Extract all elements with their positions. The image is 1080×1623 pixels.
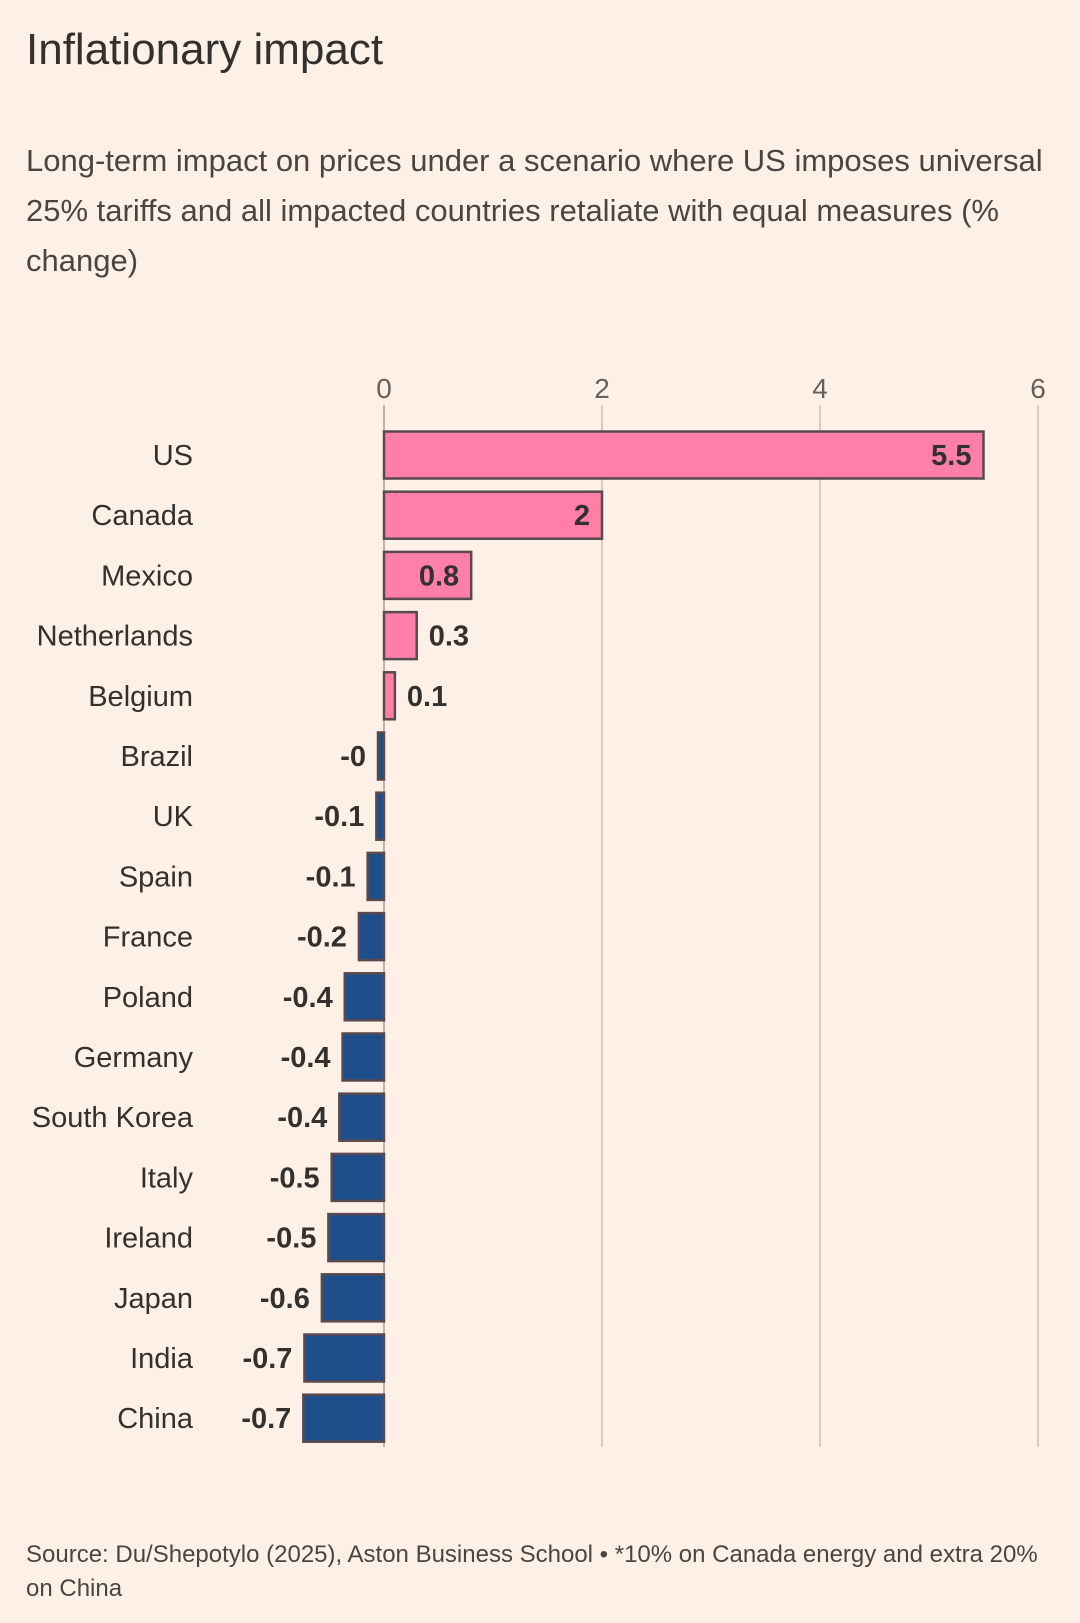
bar	[357, 911, 386, 962]
data-label: 0.8	[419, 560, 459, 592]
category-label: UK	[153, 801, 194, 833]
data-label: -0.1	[306, 861, 356, 893]
x-tick-label: 6	[1030, 373, 1046, 404]
chart-title: Inflationary impact	[26, 25, 384, 74]
data-label: -0.4	[277, 1102, 327, 1134]
category-label: Italy	[140, 1162, 194, 1194]
category-label: Ireland	[104, 1223, 193, 1255]
bar	[330, 1152, 386, 1203]
data-label: 0.1	[407, 681, 447, 713]
bar	[366, 851, 386, 902]
category-label: US	[153, 440, 193, 472]
chart-subtitle: Long-term impact on prices under a scena…	[26, 143, 1043, 278]
data-label: -0.5	[266, 1223, 316, 1255]
category-label: Poland	[103, 982, 193, 1014]
bar	[382, 550, 473, 601]
category-label: Canada	[91, 500, 193, 532]
category-label: Brazil	[120, 741, 193, 773]
x-tick-label: 4	[812, 373, 828, 404]
bar-chart: 0 2 4 6 US 5.5 Canada 2 Mexico 0.8 Netherlands 0.3 B…	[32, 373, 1046, 1447]
category-label: Belgium	[88, 681, 193, 713]
category-label: South Korea	[32, 1102, 194, 1134]
bar	[320, 1273, 386, 1323]
data-label: -0.1	[314, 801, 364, 833]
bar	[382, 610, 418, 661]
data-label: 2	[574, 500, 590, 532]
data-label: -0.4	[281, 1042, 331, 1074]
data-label: 0.3	[429, 621, 469, 653]
category-label: Netherlands	[37, 621, 193, 653]
category-label: India	[130, 1343, 194, 1375]
bar	[382, 430, 985, 480]
bar	[382, 490, 604, 540]
bar	[338, 1092, 386, 1142]
category-label: China	[117, 1403, 194, 1435]
data-label: -0.7	[242, 1343, 292, 1375]
bar	[376, 731, 386, 781]
bar	[341, 1032, 386, 1082]
source-note: Source: Du/Shepotylo (2025), Aston Busin…	[26, 1541, 1038, 1602]
x-tick-label: 2	[594, 373, 610, 404]
bar	[343, 972, 386, 1022]
data-label: -0	[340, 741, 366, 773]
category-label: Japan	[114, 1283, 193, 1315]
category-label: Spain	[119, 861, 193, 893]
data-label: -0.5	[270, 1162, 320, 1194]
data-label: -0.6	[260, 1283, 310, 1315]
data-label: 5.5	[931, 440, 971, 472]
data-label: -0.4	[283, 982, 333, 1014]
data-label: -0.2	[297, 922, 347, 954]
bar	[327, 1212, 386, 1263]
bar	[382, 671, 397, 721]
x-tick-label: 0	[376, 373, 392, 404]
category-label: Mexico	[101, 560, 193, 592]
data-label: -0.7	[241, 1403, 291, 1435]
bar	[303, 1333, 386, 1383]
bar	[375, 791, 386, 841]
bar	[302, 1393, 386, 1443]
category-label: France	[103, 922, 193, 954]
category-label: Germany	[74, 1042, 194, 1074]
